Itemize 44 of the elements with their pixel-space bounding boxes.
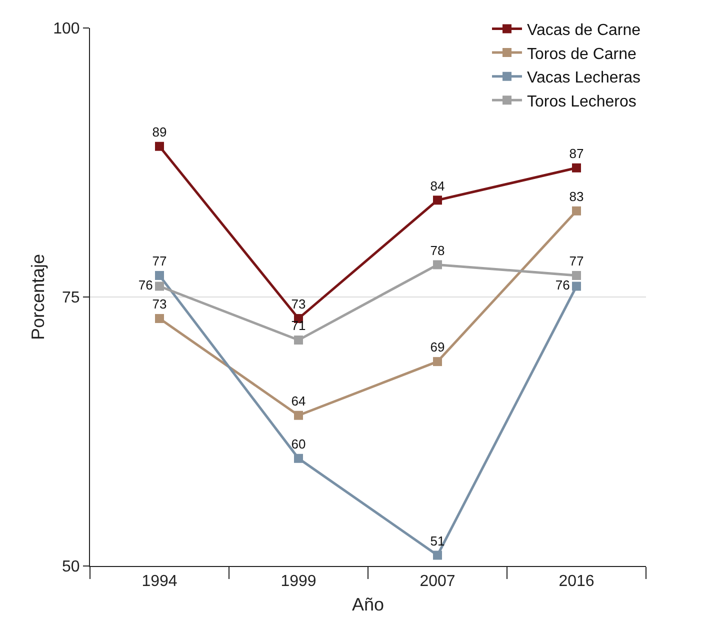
data-label: 60 — [291, 436, 306, 452]
point — [294, 410, 303, 420]
data-label: 73 — [152, 296, 167, 312]
point — [572, 270, 581, 280]
legend-label: Toros de Carne — [527, 46, 636, 63]
data-label: 71 — [291, 318, 306, 334]
point — [155, 282, 164, 291]
point — [572, 163, 581, 172]
data-label: 89 — [152, 124, 167, 140]
point — [433, 357, 442, 366]
y-tick-label: 75 — [62, 290, 80, 307]
point — [433, 196, 442, 205]
y-tick-label: 100 — [53, 20, 80, 38]
point — [572, 206, 581, 216]
data-label: 64 — [291, 393, 306, 408]
data-label: 77 — [152, 254, 167, 269]
y-axis-title: Porcentaje — [28, 254, 48, 340]
point — [433, 260, 442, 270]
legend-label: Toros Lecheros — [527, 93, 636, 110]
data-label: 87 — [569, 146, 584, 162]
data-label: 77 — [569, 254, 584, 269]
data-label: 84 — [430, 178, 445, 194]
data-label: 83 — [569, 189, 584, 204]
x-tick-label: 2016 — [558, 573, 594, 590]
data-label: 51 — [430, 533, 445, 548]
x-tick-label: 1999 — [280, 573, 316, 590]
x-tick-label: 2007 — [420, 573, 456, 590]
point — [433, 550, 442, 560]
data-label: 69 — [430, 340, 445, 355]
data-label: 76 — [138, 277, 153, 292]
point — [155, 314, 164, 324]
point — [155, 142, 164, 151]
point — [294, 336, 303, 345]
point — [572, 282, 581, 291]
data-label: 73 — [291, 296, 306, 312]
legend-label: Vacas Lecheras — [527, 70, 641, 87]
data-label: 76 — [555, 277, 570, 292]
legend-label: Vacas de Carne — [527, 22, 641, 39]
y-tick-label: 50 — [62, 558, 80, 576]
data-label: 78 — [430, 242, 445, 258]
x-tick-label: 1994 — [142, 573, 178, 590]
point — [294, 454, 303, 463]
x-axis-title: Año — [352, 594, 384, 614]
point — [155, 270, 164, 280]
